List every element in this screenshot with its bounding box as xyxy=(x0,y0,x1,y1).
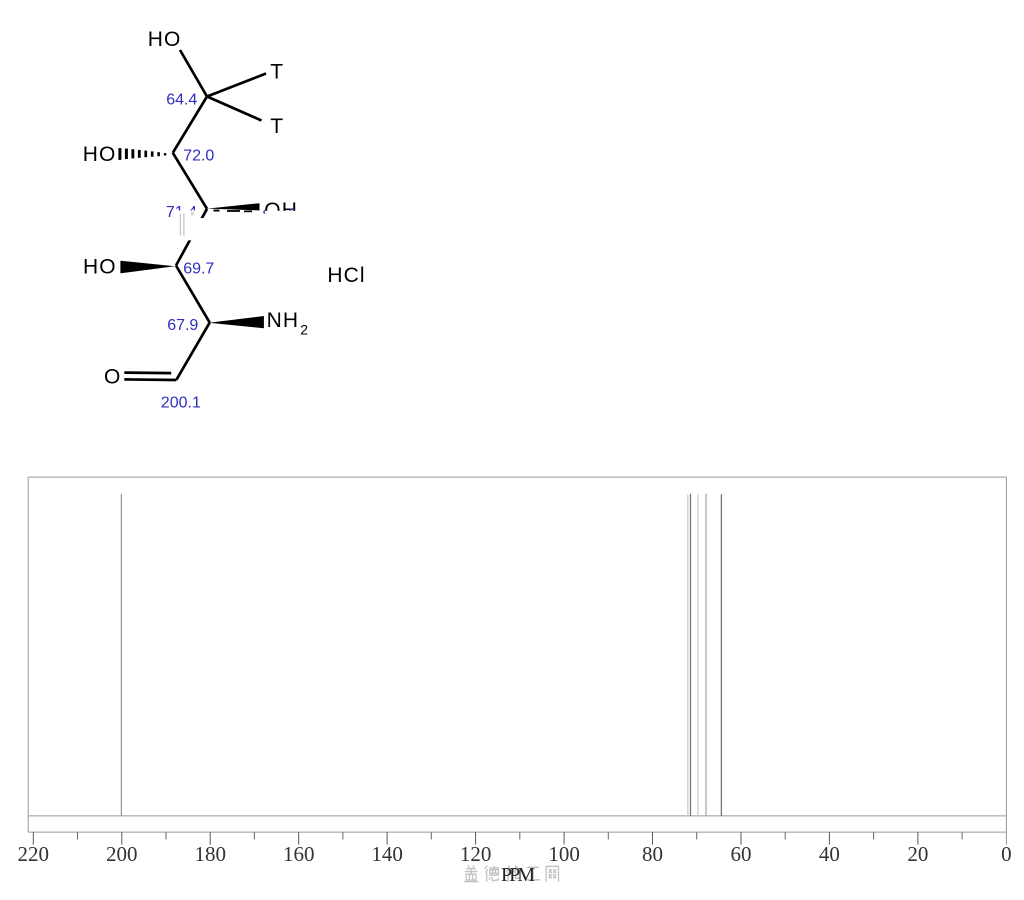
svg-text:100: 100 xyxy=(548,842,580,866)
svg-text:72.0: 72.0 xyxy=(183,147,214,164)
svg-text:T: T xyxy=(270,115,284,138)
svg-text:HO: HO xyxy=(148,28,182,51)
svg-text:T: T xyxy=(270,60,284,83)
svg-text:40: 40 xyxy=(819,842,840,866)
svg-text:PPM: PPM xyxy=(501,864,535,886)
svg-text:HCl: HCl xyxy=(327,264,365,287)
svg-text:160: 160 xyxy=(283,842,315,866)
svg-text:180: 180 xyxy=(194,842,226,866)
svg-text:O: O xyxy=(104,366,121,389)
svg-text:67.9: 67.9 xyxy=(167,317,198,334)
svg-text:80: 80 xyxy=(642,842,663,866)
svg-text:0: 0 xyxy=(1001,842,1012,866)
svg-text:20: 20 xyxy=(907,842,928,866)
svg-text:HO: HO xyxy=(83,143,117,166)
svg-text:120: 120 xyxy=(460,842,492,866)
svg-text:69.7: 69.7 xyxy=(183,261,214,278)
svg-text:200: 200 xyxy=(106,842,138,866)
svg-text:64.4: 64.4 xyxy=(166,91,197,108)
svg-text:60: 60 xyxy=(731,842,752,866)
svg-text:220: 220 xyxy=(18,842,50,866)
svg-text:HO: HO xyxy=(83,256,117,279)
svg-text:140: 140 xyxy=(371,842,403,866)
svg-text:NH: NH xyxy=(267,309,300,332)
svg-text:200.1: 200.1 xyxy=(161,394,201,411)
svg-text:2: 2 xyxy=(300,321,308,337)
